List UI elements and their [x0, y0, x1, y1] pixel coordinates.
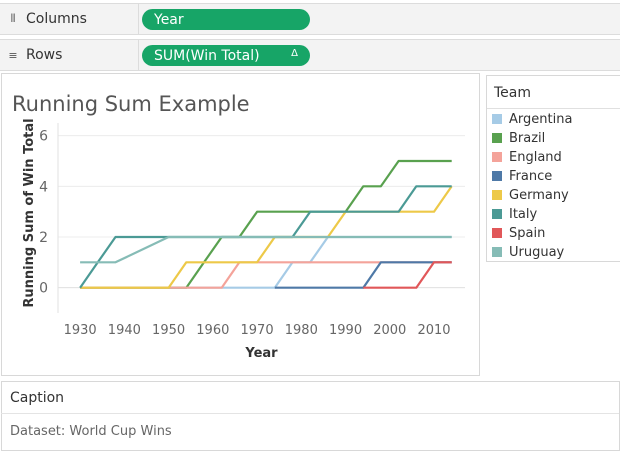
- legend-swatch: [492, 171, 502, 181]
- caption-title: Caption: [10, 390, 65, 406]
- view-panel[interactable]: [1, 73, 480, 376]
- columns-label: Columns: [26, 11, 87, 27]
- sum-win-total-pill[interactable]: SUM(Win Total) Δ: [142, 45, 310, 66]
- year-pill-label: Year: [154, 11, 184, 28]
- caption-divider: [1, 413, 619, 414]
- legend-item-label: Argentina: [509, 111, 573, 127]
- legend-item-spain[interactable]: Spain: [492, 224, 545, 242]
- caption-text: Dataset: World Cup Wins: [10, 424, 172, 439]
- rows-shelf-label: ≡ Rows: [4, 40, 136, 70]
- columns-icon: ⦀: [10, 12, 16, 25]
- columns-shelf: ⦀ Columns Year: [0, 3, 620, 35]
- legend-item-uruguay[interactable]: Uruguay: [492, 243, 564, 261]
- rows-shelf: ≡ Rows SUM(Win Total) Δ: [0, 39, 620, 71]
- legend-item-label: Germany: [509, 187, 569, 203]
- legend-swatch: [492, 114, 502, 124]
- legend-item-label: Spain: [509, 225, 546, 241]
- caption-panel: [1, 381, 620, 451]
- legend-item-argentina[interactable]: Argentina: [492, 110, 572, 128]
- legend-item-label: Brazil: [509, 130, 546, 146]
- view-title: Running Sum Example: [12, 92, 250, 116]
- legend-item-england[interactable]: England: [492, 148, 562, 166]
- legend-item-label: France: [509, 168, 553, 184]
- legend-item-label: Italy: [509, 206, 538, 222]
- legend-swatch: [492, 209, 502, 219]
- legend-swatch: [492, 190, 502, 200]
- rows-label: Rows: [26, 47, 63, 63]
- legend-panel: [486, 75, 620, 262]
- legend-swatch: [492, 133, 502, 143]
- table-calc-delta-icon: Δ: [291, 48, 298, 59]
- legend-item-label: Uruguay: [509, 244, 565, 260]
- legend-item-label: England: [509, 149, 562, 165]
- legend-divider: [487, 108, 620, 109]
- year-pill[interactable]: Year: [142, 9, 310, 30]
- legend-swatch: [492, 228, 502, 238]
- legend-item-france[interactable]: France: [492, 167, 552, 185]
- legend-title: Team: [494, 85, 532, 101]
- columns-shelf-label: ⦀ Columns: [4, 4, 136, 34]
- legend-item-germany[interactable]: Germany: [492, 186, 569, 204]
- legend-item-italy[interactable]: Italy: [492, 205, 537, 223]
- shelf-divider: [138, 4, 139, 34]
- sum-win-total-pill-label: SUM(Win Total): [154, 47, 260, 64]
- legend-item-brazil[interactable]: Brazil: [492, 129, 545, 147]
- rows-icon: ≡: [8, 48, 18, 62]
- legend-swatch: [492, 152, 502, 162]
- shelf-divider: [138, 40, 139, 70]
- legend-swatch: [492, 247, 502, 257]
